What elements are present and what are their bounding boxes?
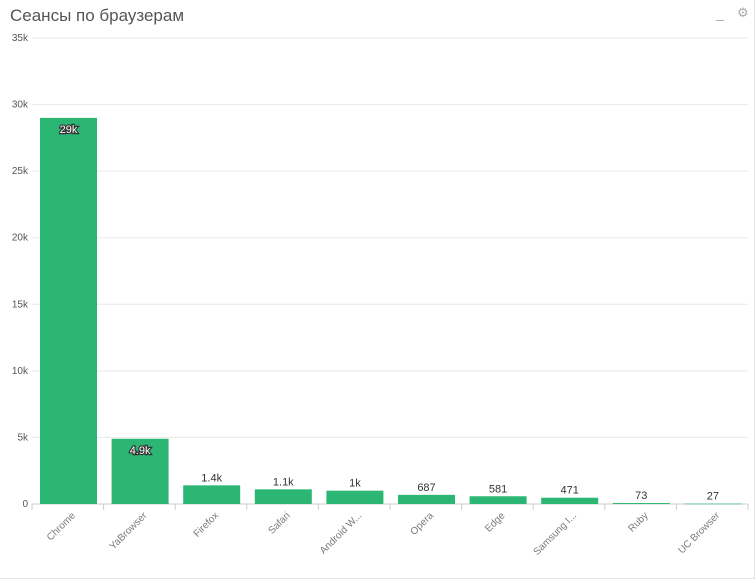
y-tick-label: 15k	[12, 299, 29, 310]
y-tick-label: 30k	[12, 100, 29, 111]
x-tick-label: Opera	[408, 510, 436, 538]
y-tick-label: 35k	[12, 33, 29, 44]
y-tick-label: 25k	[12, 166, 29, 177]
bar	[40, 117, 97, 504]
bar	[111, 438, 169, 504]
y-tick-label: 5k	[17, 432, 29, 443]
data-label: 1k	[349, 478, 361, 490]
x-tick-label: Android W...	[318, 510, 364, 556]
bar	[398, 494, 455, 504]
data-label: 581	[489, 483, 507, 495]
data-label: 4.9k	[130, 445, 151, 457]
y-tick-label: 20k	[12, 233, 29, 244]
y-tick-label: 10k	[12, 366, 29, 377]
bar	[326, 490, 384, 504]
data-label: 471	[561, 485, 579, 497]
minimize-icon[interactable]: _	[716, 5, 724, 21]
data-label: 1.1k	[273, 476, 294, 488]
chart-title: Сеансы по браузерам	[10, 6, 185, 25]
bar	[612, 503, 670, 504]
x-tick-label: Chrome	[45, 510, 78, 543]
data-label: 1.4k	[201, 472, 222, 484]
x-tick-label: Edge	[483, 510, 508, 535]
settings-gear-icon[interactable]: ⚙	[737, 5, 749, 20]
data-label: 73	[635, 490, 647, 502]
x-tick-label: Firefox	[192, 510, 221, 539]
y-tick-label: 0	[22, 499, 28, 510]
x-tick-label: Ruby	[626, 510, 650, 534]
x-tick-label: UC Browser	[676, 510, 722, 556]
bar	[183, 485, 241, 504]
bar	[254, 489, 312, 504]
data-label: 687	[417, 482, 435, 494]
data-label: 29k	[60, 124, 78, 136]
bar	[469, 496, 527, 504]
x-tick-label: Safari	[266, 510, 292, 536]
data-label: 27	[707, 491, 719, 503]
x-tick-label: YaBrowser	[108, 510, 150, 552]
x-tick-label: Samsung I...	[532, 510, 579, 557]
bar	[684, 503, 742, 505]
bar	[541, 497, 599, 504]
